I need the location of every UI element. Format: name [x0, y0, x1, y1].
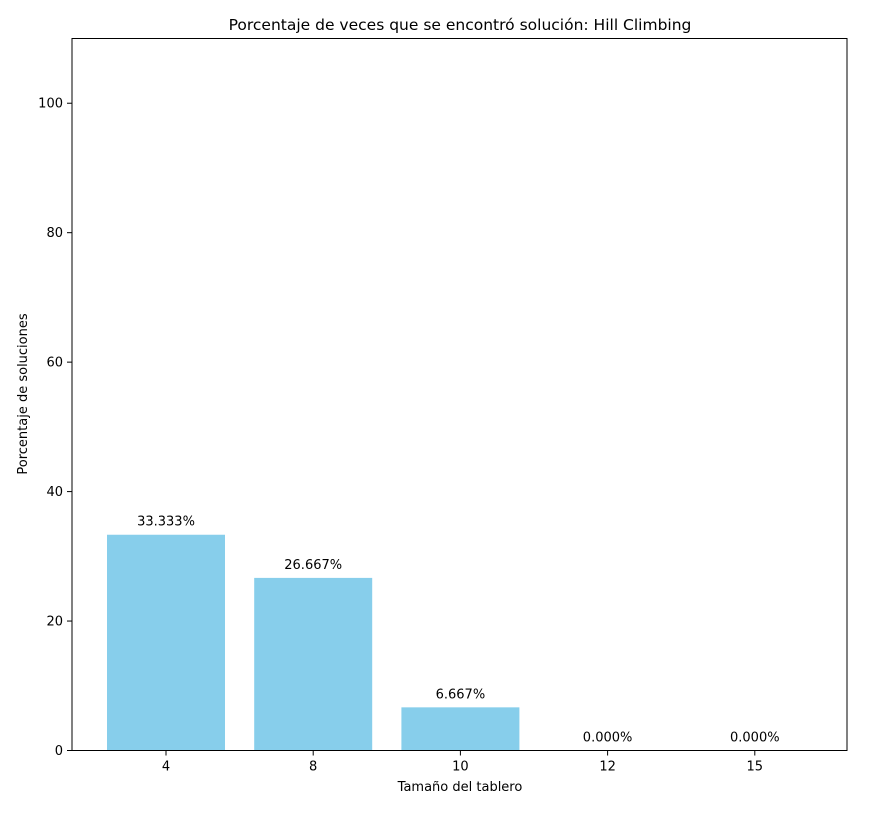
bar-value-label-15: 0.000% — [730, 731, 780, 746]
bar-value-label-12: 0.000% — [583, 731, 633, 746]
y-tick-label-20: 20 — [46, 615, 63, 630]
y-tick-label-0: 0 — [55, 744, 63, 759]
bar-value-label-10: 6.667% — [436, 687, 486, 702]
y-axis-ticks: 0 20 40 60 80 100 — [38, 97, 72, 759]
bars-group — [107, 534, 520, 751]
y-tick-label-40: 40 — [46, 485, 63, 500]
y-tick-label-60: 60 — [46, 356, 63, 371]
bar-value-labels: 33.333% 26.667% 6.667% 0.000% 0.000% — [137, 515, 780, 746]
bar-value-label-8: 26.667% — [284, 558, 342, 573]
y-axis-label: Porcentaje de soluciones — [16, 313, 31, 474]
x-tick-label-10: 10 — [452, 760, 469, 775]
bar-value-label-4: 33.333% — [137, 515, 195, 530]
y-tick-label-80: 80 — [46, 226, 63, 241]
x-tick-label-15: 15 — [747, 760, 764, 775]
plot-frame — [71, 38, 848, 751]
x-axis-label: Tamaño del tablero — [397, 780, 523, 795]
bar-4 — [107, 534, 225, 751]
bar-10 — [401, 707, 520, 751]
y-tick-label-100: 100 — [38, 97, 63, 112]
x-axis-ticks: 4 8 10 12 15 — [162, 750, 764, 775]
x-tick-label-8: 8 — [309, 760, 317, 775]
x-tick-label-12: 12 — [599, 760, 616, 775]
x-tick-label-4: 4 — [162, 760, 170, 775]
bar-8 — [254, 577, 373, 751]
chart-title: Porcentaje de veces que se encontró solu… — [229, 16, 692, 34]
